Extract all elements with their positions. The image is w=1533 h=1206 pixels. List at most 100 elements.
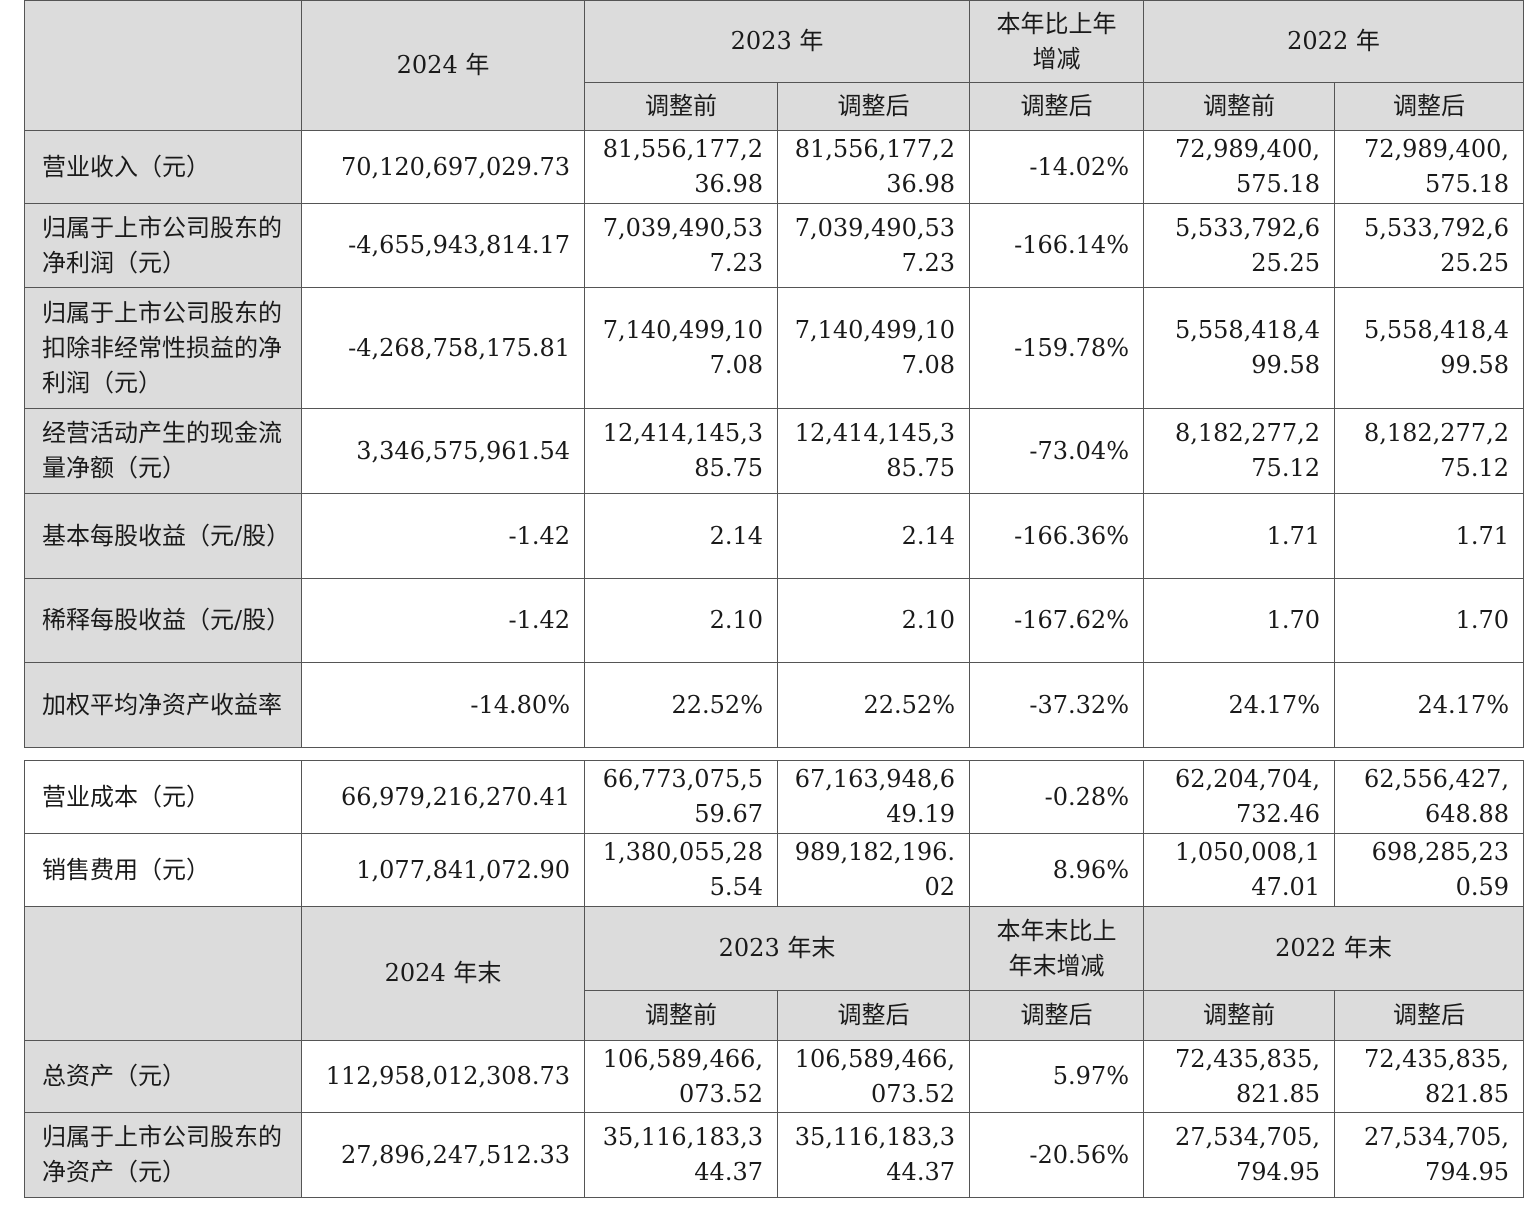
subheader-change-after: 调整后 [969, 990, 1144, 1041]
value-2022-before: 5,558,418,499.58 [1143, 287, 1335, 409]
value-change: -166.14% [969, 203, 1144, 288]
value-2024: -4,268,758,175.81 [301, 287, 585, 409]
value-2023-before: 22.52% [584, 662, 778, 748]
value-2022-after: 72,435,835,821.85 [1334, 1040, 1524, 1113]
row-label: 营业成本（元） [24, 760, 302, 834]
value-2023-after: 7,039,490,537.23 [777, 203, 970, 288]
value-2023-before: 81,556,177,236.98 [584, 130, 778, 204]
value-change: 5.97% [969, 1040, 1144, 1113]
value-2022-after: 1.71 [1334, 493, 1524, 579]
header-2022: 2022 年 [1143, 0, 1524, 83]
value-change: -20.56% [969, 1112, 1144, 1198]
subheader-2022-after: 调整后 [1334, 990, 1524, 1041]
table-row: 归属于上市公司股东的净利润（元） -4,655,943,814.17 7,039… [24, 203, 1524, 288]
row-label: 基本每股收益（元/股） [24, 493, 302, 579]
row-label: 归属于上市公司股东的扣除非经常性损益的净利润（元） [24, 287, 302, 409]
value-change: -0.28% [969, 760, 1144, 834]
row-label: 加权平均净资产收益率 [24, 662, 302, 748]
value-2024: 66,979,216,270.41 [301, 760, 585, 834]
subheader-2022-before: 调整前 [1143, 990, 1335, 1041]
value-2022-before: 8,182,277,275.12 [1143, 408, 1335, 494]
value-2022-after: 1.70 [1334, 578, 1524, 663]
table-row: 销售费用（元） 1,077,841,072.90 1,380,055,285.5… [24, 833, 1524, 907]
value-2022-after: 5,558,418,499.58 [1334, 287, 1524, 409]
header-2024-end: 2024 年末 [301, 906, 585, 1041]
value-2022-after: 5,533,792,625.25 [1334, 203, 1524, 288]
value-change: -159.78% [969, 287, 1144, 409]
value-2022-before: 72,989,400,575.18 [1143, 130, 1335, 204]
corner-header [24, 906, 302, 1041]
table-row: 归属于上市公司股东的扣除非经常性损益的净利润（元） -4,268,758,175… [24, 287, 1524, 409]
table-row: 总资产（元） 112,958,012,308.73 106,589,466,07… [24, 1040, 1524, 1113]
value-2022-before: 5,533,792,625.25 [1143, 203, 1335, 288]
table-row: 归属于上市公司股东的净资产（元） 27,896,247,512.33 35,11… [24, 1112, 1524, 1198]
value-2023-after: 22.52% [777, 662, 970, 748]
header-2024: 2024 年 [301, 0, 585, 131]
subheader-2023-after: 调整后 [777, 82, 970, 131]
value-2023-after: 989,182,196.02 [777, 833, 970, 907]
subheader-2022-after: 调整后 [1334, 82, 1524, 131]
value-2023-before: 2.10 [584, 578, 778, 663]
value-change: -14.02% [969, 130, 1144, 204]
value-change: -166.36% [969, 493, 1144, 579]
header-2023: 2023 年 [584, 0, 970, 83]
corner-header [24, 0, 302, 131]
value-2023-after: 2.14 [777, 493, 970, 579]
value-2022-before: 1,050,008,147.01 [1143, 833, 1335, 907]
value-2023-before: 1,380,055,285.54 [584, 833, 778, 907]
table-row: 经营活动产生的现金流量净额（元） 3,346,575,961.54 12,414… [24, 408, 1524, 494]
value-2023-before: 7,039,490,537.23 [584, 203, 778, 288]
table-row: 加权平均净资产收益率 -14.80% 22.52% 22.52% -37.32%… [24, 662, 1524, 748]
subheader-2023-before: 调整前 [584, 82, 778, 131]
value-2023-before: 2.14 [584, 493, 778, 579]
value-2022-after: 62,556,427,648.88 [1334, 760, 1524, 834]
value-2023-after: 2.10 [777, 578, 970, 663]
value-2023-after: 81,556,177,236.98 [777, 130, 970, 204]
row-label: 稀释每股收益（元/股） [24, 578, 302, 663]
table-row: 营业收入（元） 70,120,697,029.73 81,556,177,236… [24, 130, 1524, 204]
value-2024: 112,958,012,308.73 [301, 1040, 585, 1113]
value-2024: -1.42 [301, 493, 585, 579]
subheader-2023-before: 调整前 [584, 990, 778, 1041]
row-label: 营业收入（元） [24, 130, 302, 204]
table-row: 营业成本（元） 66,979,216,270.41 66,773,075,559… [24, 760, 1524, 834]
header-yoy-change: 本年比上年增减 [969, 0, 1144, 83]
row-label: 经营活动产生的现金流量净额（元） [24, 408, 302, 494]
table-row: 稀释每股收益（元/股） -1.42 2.10 2.10 -167.62% 1.7… [24, 578, 1524, 663]
row-label: 归属于上市公司股东的净资产（元） [24, 1112, 302, 1198]
subheader-change-after: 调整后 [969, 82, 1144, 131]
value-2022-after: 24.17% [1334, 662, 1524, 748]
value-2022-after: 698,285,230.59 [1334, 833, 1524, 907]
value-2024: 3,346,575,961.54 [301, 408, 585, 494]
value-2024: 1,077,841,072.90 [301, 833, 585, 907]
value-2023-before: 66,773,075,559.67 [584, 760, 778, 834]
value-2022-before: 24.17% [1143, 662, 1335, 748]
value-2022-after: 8,182,277,275.12 [1334, 408, 1524, 494]
value-2022-before: 62,204,704,732.46 [1143, 760, 1335, 834]
value-2023-after: 106,589,466,073.52 [777, 1040, 970, 1113]
value-2023-before: 7,140,499,107.08 [584, 287, 778, 409]
row-label: 总资产（元） [24, 1040, 302, 1113]
row-label: 销售费用（元） [24, 833, 302, 907]
value-2024: -1.42 [301, 578, 585, 663]
value-2022-before: 27,534,705,794.95 [1143, 1112, 1335, 1198]
row-label: 归属于上市公司股东的净利润（元） [24, 203, 302, 288]
value-2023-before: 106,589,466,073.52 [584, 1040, 778, 1113]
header-2023-end: 2023 年末 [584, 906, 970, 991]
value-2022-after: 27,534,705,794.95 [1334, 1112, 1524, 1198]
value-2023-after: 7,140,499,107.08 [777, 287, 970, 409]
value-2024: -4,655,943,814.17 [301, 203, 585, 288]
value-2022-after: 72,989,400,575.18 [1334, 130, 1524, 204]
key-financials-income-table: 2024 年 2023 年 本年比上年增减 2022 年 调整前 调整后 调整后… [24, 0, 1524, 748]
value-2024: 70,120,697,029.73 [301, 130, 585, 204]
value-2023-before: 12,414,145,385.75 [584, 408, 778, 494]
value-2022-before: 1.70 [1143, 578, 1335, 663]
cost-and-balance-table: 营业成本（元） 66,979,216,270.41 66,773,075,559… [24, 760, 1524, 1198]
header-yoy-change-end: 本年末比上年末增减 [969, 906, 1144, 991]
value-change: -37.32% [969, 662, 1144, 748]
value-change: -73.04% [969, 408, 1144, 494]
value-2024: -14.80% [301, 662, 585, 748]
value-2024: 27,896,247,512.33 [301, 1112, 585, 1198]
value-2023-after: 12,414,145,385.75 [777, 408, 970, 494]
subheader-2023-after: 调整后 [777, 990, 970, 1041]
